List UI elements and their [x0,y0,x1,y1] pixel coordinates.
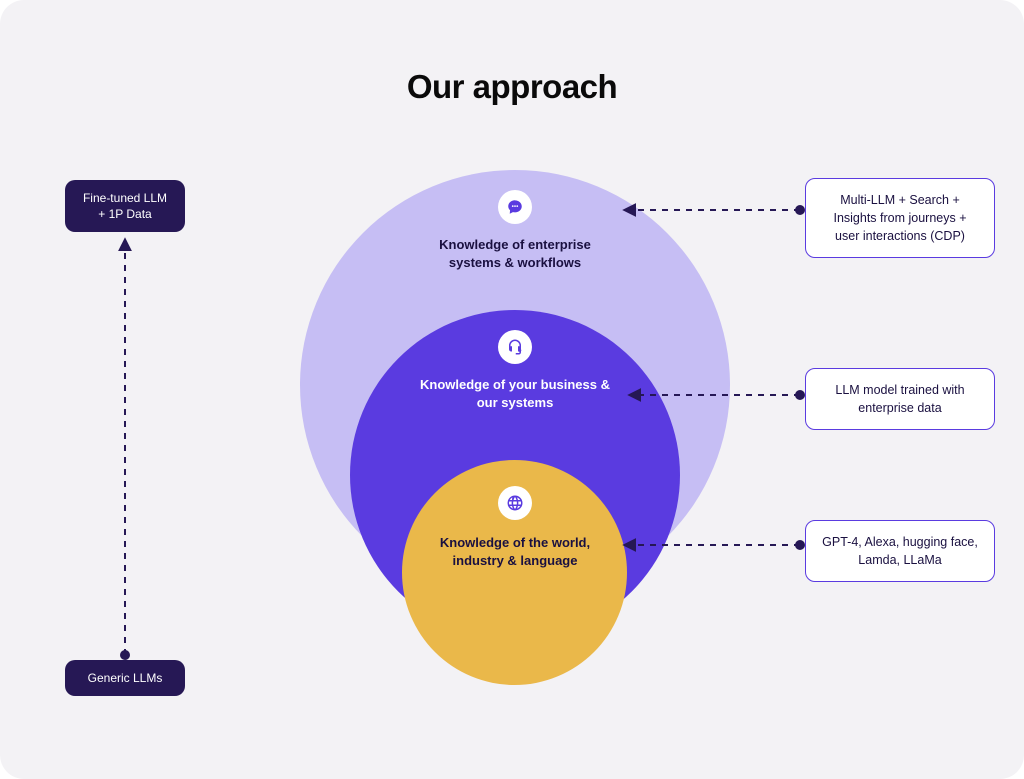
circle-outer-label: Knowledge of enterprise systems & workfl… [415,236,615,272]
callout-models: GPT-4, Alexa, hugging face, Lamda, LLaMa [805,520,995,582]
pill-generic: Generic LLMs [65,660,185,696]
globe-icon [498,486,532,520]
callout-multi-llm: Multi-LLM + Search + Insights from journ… [805,178,995,258]
chat-icon [498,190,532,224]
headset-icon [498,330,532,364]
callout-enterprise: LLM model trained with enterprise data [805,368,995,430]
diagram-canvas: Our approach Knowledge of enterprise sys… [0,0,1024,779]
circle-mid-label: Knowledge of your business & our systems [415,376,615,412]
pill-fine-tuned: Fine-tuned LLM + 1P Data [65,180,185,232]
circle-inner-label: Knowledge of the world, industry & langu… [415,534,615,570]
page-title: Our approach [407,68,617,106]
